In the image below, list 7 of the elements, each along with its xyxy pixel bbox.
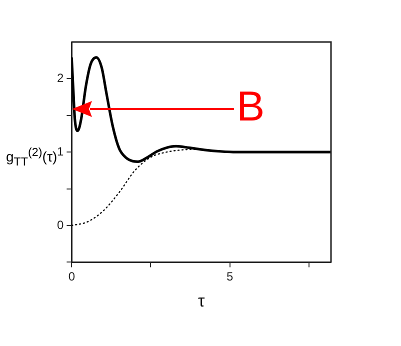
y-tick-label: 2 bbox=[56, 71, 64, 86]
annotation: B bbox=[236, 82, 265, 130]
y-tick-label: 1 bbox=[56, 144, 64, 158]
y-axis-title: g$_{TT}$$^{(2)}$(τ) bbox=[6, 146, 58, 168]
x-tick-label: 5 bbox=[226, 270, 234, 284]
y-tick-label: 0 bbox=[56, 218, 64, 232]
x-axis-title: τ bbox=[198, 291, 205, 310]
